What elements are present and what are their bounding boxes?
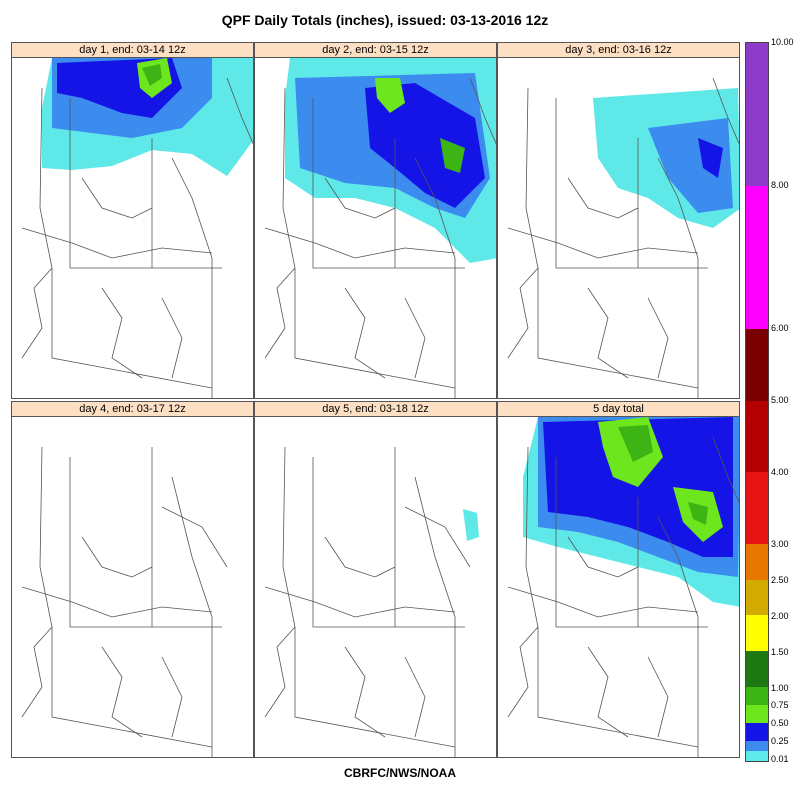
basemap-outlines xyxy=(264,446,471,757)
legend-label: 0.50 xyxy=(771,718,789,728)
panel-label: 5 day total xyxy=(498,402,739,417)
precip-shading xyxy=(285,58,496,263)
legend-label: 1.50 xyxy=(771,647,789,657)
panel-label: day 5, end: 03-18 12z xyxy=(255,402,496,417)
panel-label: day 4, end: 03-17 12z xyxy=(12,402,253,417)
precip-shading xyxy=(523,417,739,607)
precip-map xyxy=(264,58,496,398)
basemap-outlines xyxy=(264,77,496,398)
panel-label: day 1, end: 03-14 12z xyxy=(12,43,253,58)
precip-map xyxy=(21,58,253,398)
map-panel-5-day-total: 5 day total xyxy=(497,401,740,758)
precip-shading xyxy=(463,509,479,541)
legend-swatch xyxy=(746,723,768,741)
legend-label: 0.25 xyxy=(771,736,789,746)
figure-title: QPF Daily Totals (inches), issued: 03-13… xyxy=(221,12,549,28)
basemap-outlines xyxy=(507,436,739,757)
basemap-outlines xyxy=(507,77,739,398)
basemap-outlines xyxy=(21,446,228,757)
precip-shading xyxy=(593,88,739,228)
legend-label: 2.50 xyxy=(771,575,789,585)
legend-swatch xyxy=(746,580,768,615)
legend-label: 10.00 xyxy=(771,37,794,47)
panel-label: day 3, end: 03-16 12z xyxy=(498,43,739,58)
legend-label: 1.00 xyxy=(771,683,789,693)
panel-label: day 2, end: 03-15 12z xyxy=(255,43,496,58)
legend-label: 0.01 xyxy=(771,754,789,764)
legend-label: 6.00 xyxy=(771,323,789,333)
map-panel-day-3: day 3, end: 03-16 12z xyxy=(497,42,740,399)
legend-swatch xyxy=(746,687,768,705)
legend-swatch xyxy=(746,705,768,723)
legend-swatch xyxy=(746,751,768,761)
legend-label: 0.75 xyxy=(771,700,789,710)
legend-label: 2.00 xyxy=(771,611,789,621)
legend-label: 3.00 xyxy=(771,539,789,549)
legend-swatch xyxy=(746,186,768,329)
precip-shading xyxy=(42,58,253,176)
legend-swatch xyxy=(746,43,768,186)
legend-swatch xyxy=(746,615,768,651)
map-panel-day-4: day 4, end: 03-17 12z xyxy=(11,401,254,758)
legend-swatch xyxy=(746,544,768,580)
precip-map xyxy=(507,77,739,398)
precip-map xyxy=(264,446,479,757)
legend-swatch xyxy=(746,651,768,687)
precip-map xyxy=(507,417,739,757)
legend-swatch xyxy=(746,401,768,472)
legend-label: 8.00 xyxy=(771,180,789,190)
legend-swatch xyxy=(746,329,768,401)
map-panel-day-2: day 2, end: 03-15 12z xyxy=(254,42,497,399)
legend-swatch xyxy=(746,472,768,544)
credit-footer: CBRFC/NWS/NOAA xyxy=(344,766,456,780)
map-panel-day-1: day 1, end: 03-14 12z xyxy=(11,42,254,399)
color-legend xyxy=(745,42,769,762)
precip-map xyxy=(21,446,228,757)
map-panel-day-5: day 5, end: 03-18 12z xyxy=(254,401,497,758)
legend-label: 4.00 xyxy=(771,467,789,477)
legend-label: 5.00 xyxy=(771,395,789,405)
basemap-outlines xyxy=(21,77,253,398)
legend-swatch xyxy=(746,741,768,751)
